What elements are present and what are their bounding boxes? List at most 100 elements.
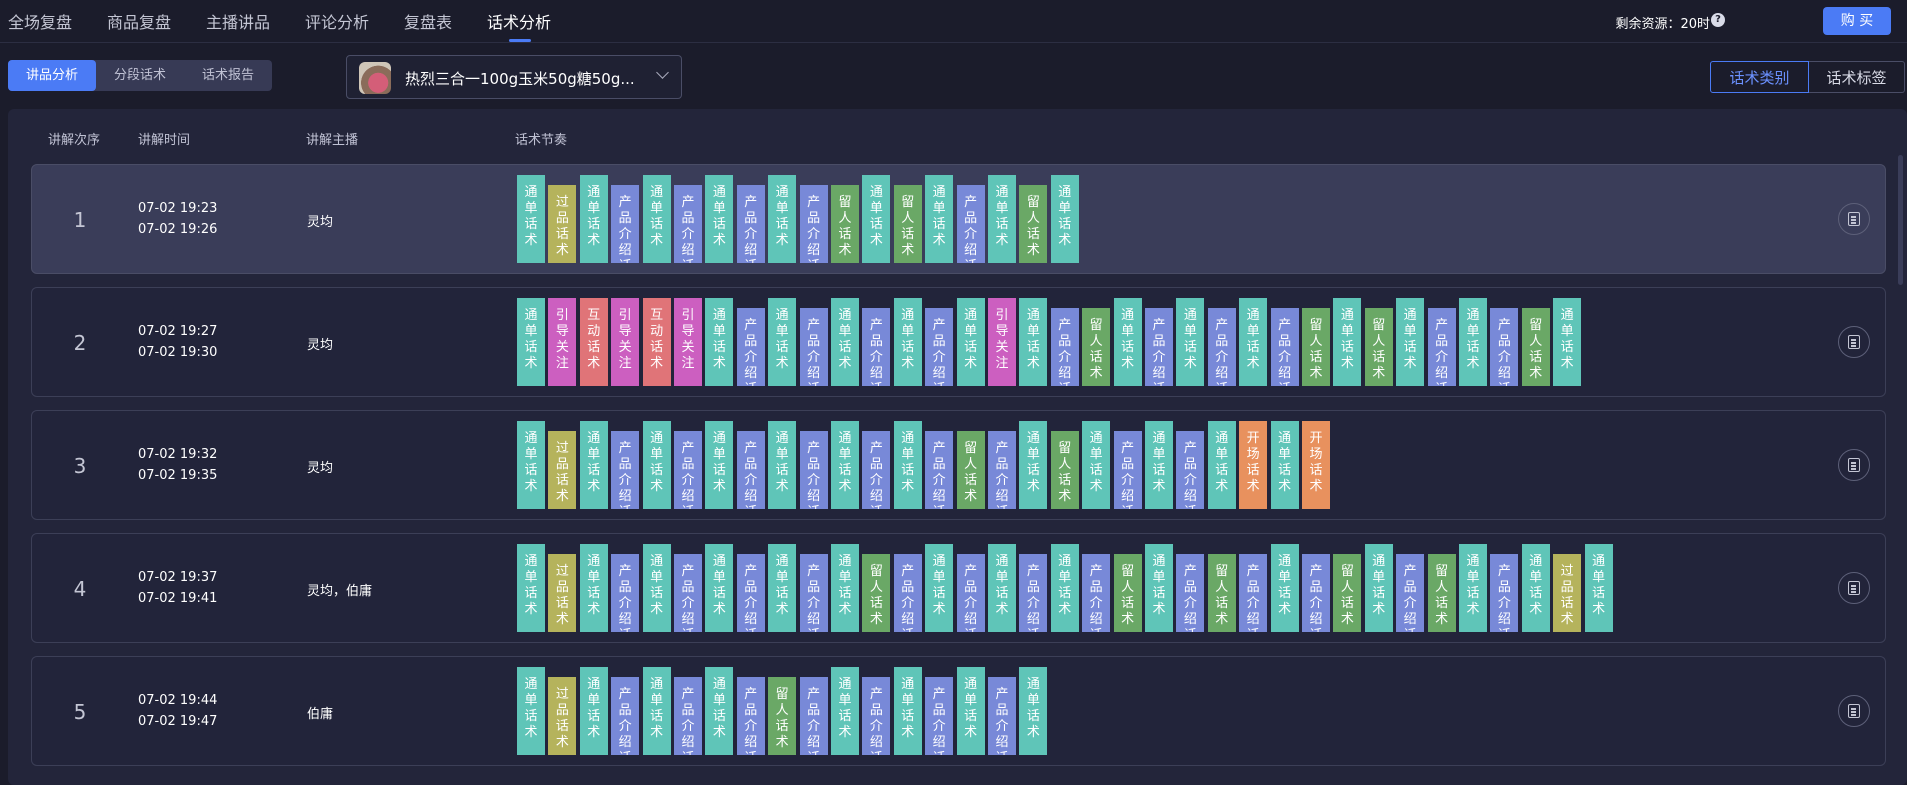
script-block[interactable]: 过品话术: [1553, 554, 1582, 632]
script-block[interactable]: 通单话术: [642, 667, 671, 755]
script-block[interactable]: 产品介绍话术: [1427, 308, 1456, 386]
script-block[interactable]: 通单话术: [642, 421, 671, 509]
script-block[interactable]: 产品介绍话术: [799, 677, 828, 755]
tab-host-pitch[interactable]: 主播讲品: [206, 13, 271, 32]
script-block[interactable]: 产品介绍话术: [862, 308, 891, 386]
script-block[interactable]: 产品介绍话术: [611, 554, 640, 632]
table-row[interactable]: 1 07-02 19:23 07-02 19:26 灵均通单话术过品话术通单话术产品介…: [31, 164, 1886, 274]
script-block[interactable]: 过品话术: [548, 431, 577, 509]
script-block[interactable]: 留人话术: [956, 431, 985, 509]
script-block[interactable]: 产品介绍话术: [736, 431, 765, 509]
tab-product-review[interactable]: 商品复盘: [107, 13, 172, 32]
script-block[interactable]: 留人话术: [1113, 554, 1142, 632]
table-row[interactable]: 5 07-02 19:44 07-02 19:47 伯庸通单话术过品话术通单话术产品介…: [31, 656, 1886, 766]
script-block[interactable]: 通单话术: [517, 421, 545, 509]
script-block[interactable]: 通单话术: [1019, 298, 1048, 386]
script-block[interactable]: 通单话术: [831, 544, 859, 632]
question-circle-icon[interactable]: ?: [1711, 13, 1725, 27]
tab-review-sheet[interactable]: 复盘表: [404, 13, 453, 32]
table-row[interactable]: 3 07-02 19:32 07-02 19:35 灵均通单话术过品话术通单话术产品介…: [31, 410, 1886, 520]
script-block[interactable]: 留人话术: [862, 554, 891, 632]
script-block[interactable]: 通单话术: [988, 175, 1016, 263]
script-block[interactable]: 通单话术: [705, 667, 734, 755]
row-detail-button[interactable]: [1838, 326, 1870, 358]
script-block[interactable]: 通单话术: [1019, 421, 1048, 509]
script-block[interactable]: 通单话术: [1459, 544, 1487, 632]
script-block[interactable]: 通单话术: [517, 667, 545, 755]
script-block[interactable]: 产品介绍话术: [611, 185, 640, 263]
script-block[interactable]: 通单话术: [517, 175, 545, 263]
script-block[interactable]: 产品介绍话术: [1019, 554, 1048, 632]
toggle-script-category[interactable]: 话术类别: [1710, 61, 1809, 93]
script-block[interactable]: 产品介绍话术: [1490, 554, 1519, 632]
script-block[interactable]: 通单话术: [517, 544, 545, 632]
script-block[interactable]: 产品介绍话术: [799, 554, 828, 632]
script-block[interactable]: 产品介绍话术: [1113, 431, 1142, 509]
script-block[interactable]: 通单话术: [1521, 544, 1550, 632]
script-block[interactable]: 产品介绍话术: [1082, 554, 1111, 632]
script-block[interactable]: 通单话术: [925, 175, 954, 263]
script-block[interactable]: 通单话术: [862, 175, 891, 263]
script-block[interactable]: 通单话术: [705, 421, 734, 509]
script-block[interactable]: 产品介绍话术: [862, 431, 891, 509]
script-block[interactable]: 通单话术: [956, 298, 985, 386]
script-block[interactable]: 引导关注: [548, 298, 577, 386]
script-block[interactable]: 过品话术: [548, 185, 577, 263]
script-block[interactable]: 通单话术: [705, 544, 734, 632]
script-block[interactable]: 产品介绍话术: [799, 308, 828, 386]
script-block[interactable]: 产品介绍话术: [1302, 554, 1330, 632]
script-block[interactable]: 通单话术: [1019, 667, 1048, 755]
script-block[interactable]: 产品介绍话术: [956, 554, 985, 632]
script-block[interactable]: 通单话术: [1584, 544, 1613, 632]
script-block[interactable]: 产品介绍话术: [736, 308, 765, 386]
script-block[interactable]: 通单话术: [988, 544, 1016, 632]
script-block[interactable]: 产品介绍话术: [674, 185, 702, 263]
script-block[interactable]: 开场话术: [1239, 421, 1268, 509]
script-block[interactable]: 产品介绍话术: [988, 431, 1016, 509]
script-block[interactable]: 引导关注: [674, 298, 702, 386]
script-block[interactable]: 留人话术: [1364, 308, 1393, 386]
script-block[interactable]: 产品介绍话术: [1207, 308, 1236, 386]
script-block[interactable]: 产品介绍话术: [925, 431, 954, 509]
row-detail-button[interactable]: [1838, 203, 1870, 235]
script-block[interactable]: 留人话术: [1082, 308, 1111, 386]
script-block[interactable]: 产品介绍话术: [1145, 308, 1173, 386]
script-block[interactable]: 通单话术: [579, 175, 608, 263]
script-block[interactable]: 留人话术: [1019, 185, 1048, 263]
script-block[interactable]: 留人话术: [1207, 554, 1236, 632]
script-block[interactable]: 留人话术: [1427, 554, 1456, 632]
script-block[interactable]: 产品介绍话术: [1050, 308, 1079, 386]
script-block[interactable]: 通单话术: [768, 421, 797, 509]
script-block[interactable]: 留人话术: [1302, 308, 1330, 386]
script-block[interactable]: 通单话术: [768, 175, 797, 263]
script-block[interactable]: 留人话术: [768, 677, 797, 755]
script-block[interactable]: 留人话术: [831, 185, 859, 263]
script-block[interactable]: 通单话术: [768, 298, 797, 386]
script-block[interactable]: 产品介绍话术: [893, 554, 922, 632]
script-block[interactable]: 留人话术: [893, 185, 922, 263]
script-block[interactable]: 产品介绍话术: [1176, 554, 1205, 632]
script-block[interactable]: 通单话术: [1270, 544, 1299, 632]
script-block[interactable]: 产品介绍话术: [799, 431, 828, 509]
script-block[interactable]: 产品介绍话术: [925, 308, 954, 386]
script-block[interactable]: 通单话术: [1050, 544, 1079, 632]
script-block[interactable]: 通单话术: [579, 544, 608, 632]
script-block[interactable]: 留人话术: [1521, 308, 1550, 386]
script-block[interactable]: 通单话术: [579, 667, 608, 755]
script-block[interactable]: 通单话术: [1082, 421, 1111, 509]
script-block[interactable]: 通单话术: [1364, 544, 1393, 632]
script-block[interactable]: 产品介绍话术: [956, 185, 985, 263]
script-block[interactable]: 过品话术: [548, 677, 577, 755]
script-block[interactable]: 产品介绍话术: [611, 431, 640, 509]
script-block[interactable]: 产品介绍话术: [862, 677, 891, 755]
script-block[interactable]: 产品介绍话术: [1239, 554, 1268, 632]
script-block[interactable]: 通单话术: [1396, 298, 1425, 386]
script-block[interactable]: 产品介绍话术: [736, 677, 765, 755]
script-block[interactable]: 通单话术: [1459, 298, 1487, 386]
script-block[interactable]: 产品介绍话术: [674, 554, 702, 632]
script-block[interactable]: 通单话术: [1176, 298, 1205, 386]
script-block[interactable]: 产品介绍话术: [925, 677, 954, 755]
script-block[interactable]: 产品介绍话术: [1176, 431, 1205, 509]
script-block[interactable]: 通单话术: [1113, 298, 1142, 386]
script-block[interactable]: 通单话术: [1239, 298, 1268, 386]
